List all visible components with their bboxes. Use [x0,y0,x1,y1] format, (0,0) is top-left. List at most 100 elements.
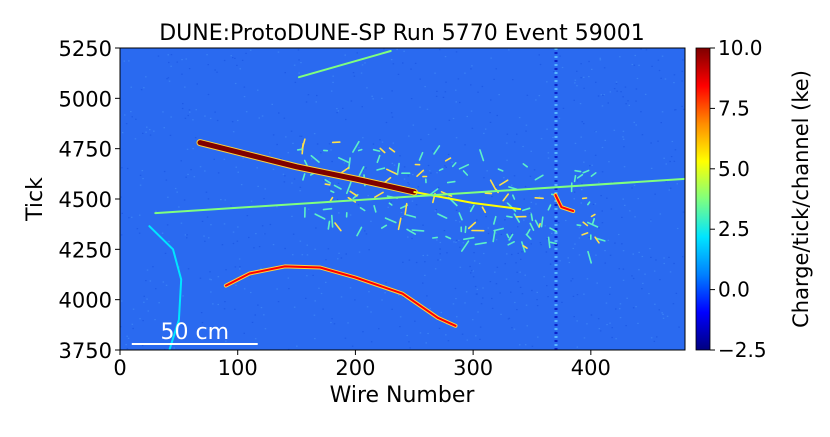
noise-speck [456,210,458,211]
noise-speck [609,294,611,295]
noise-speck [132,116,134,117]
noise-speck [445,82,447,83]
dead-channel-segment [555,328,558,330]
noise-speck [121,167,123,168]
noise-speck [206,192,208,193]
noise-speck [673,263,675,264]
noise-speck [608,161,610,162]
noise-speck [638,65,640,66]
noise-speck [257,90,259,91]
noise-speck [404,166,406,167]
noise-speck [614,88,616,89]
noise-speck [459,221,461,222]
noise-speck [424,275,426,276]
noise-speck [162,111,164,112]
noise-speck [317,143,319,144]
dead-channel-segment [555,100,558,102]
noise-speck [668,257,670,258]
noise-speck [218,172,220,173]
noise-speck [155,288,157,289]
noise-speck [419,107,421,108]
noise-speck [490,99,492,100]
noise-speck [236,167,238,168]
x-tick-label: 200 [335,356,375,380]
noise-speck [662,111,664,112]
noise-speck [574,198,576,199]
noise-speck [292,254,294,255]
noise-speck [620,91,622,92]
noise-speck [448,340,450,341]
noise-speck [657,141,659,142]
noise-speck [252,322,254,323]
noise-speck [210,118,212,119]
noise-speck [521,251,523,252]
noise-speck [153,131,155,132]
noise-speck [595,255,597,256]
noise-speck [300,62,302,63]
noise-speck [664,263,666,264]
noise-speck [386,122,388,123]
noise-speck [464,73,466,74]
dead-channel-segment [555,140,558,142]
noise-speck [602,95,604,96]
noise-speck [291,216,293,217]
noise-speck [623,131,625,132]
noise-speck [604,250,606,251]
noise-speck [443,97,445,98]
noise-speck [208,94,210,95]
noise-speck [163,281,165,282]
noise-speck [661,312,663,313]
noise-speck [336,112,338,113]
noise-speck [392,163,394,164]
shower-fragment [332,216,333,227]
noise-speck [358,147,360,148]
noise-speck [331,161,333,162]
noise-speck [541,138,543,139]
noise-speck [278,52,280,53]
noise-speck [574,100,576,101]
noise-speck [320,152,322,153]
noise-speck [422,283,424,284]
y-tick-label: 4000 [59,289,112,313]
noise-speck [471,270,473,271]
noise-speck [479,263,481,264]
noise-speck [667,316,669,317]
noise-speck [562,67,564,68]
noise-speck [244,87,246,88]
noise-speck [312,275,314,276]
noise-speck [670,188,672,189]
noise-speck [455,90,457,91]
noise-speck [582,121,584,122]
noise-speck [525,275,527,276]
noise-speck [654,194,656,195]
noise-speck [166,78,168,79]
dead-channel-segment [555,320,558,322]
noise-speck [305,298,307,299]
noise-speck [446,167,448,168]
noise-speck [423,255,425,256]
noise-speck [636,124,638,125]
noise-speck [331,318,333,319]
noise-speck [588,237,590,238]
dead-channel-segment [555,92,558,94]
noise-speck [503,177,505,178]
dead-channel-segment [555,68,558,70]
noise-speck [368,291,370,292]
noise-speck [276,144,278,145]
noise-speck [316,101,318,102]
x-tick-label: 0 [113,356,126,380]
noise-speck [246,111,248,112]
noise-speck [623,250,625,251]
noise-speck [638,252,640,253]
noise-speck [407,237,409,238]
dead-channel-segment [555,144,558,146]
noise-speck [391,309,393,310]
noise-speck [308,209,310,210]
noise-speck [621,243,623,244]
noise-speck [294,178,296,179]
noise-speck [572,278,574,279]
noise-speck [634,216,636,217]
noise-speck [354,76,356,77]
dead-channel-segment [555,332,558,334]
noise-speck [583,123,585,124]
